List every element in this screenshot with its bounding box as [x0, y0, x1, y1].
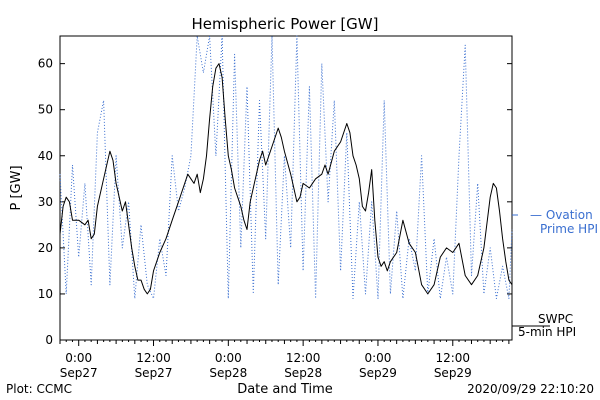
legend-swpc-line2: 5-min HPI	[518, 325, 576, 339]
series-layer	[59, 35, 513, 299]
plot-frame	[59, 35, 513, 341]
plot-source: Plot: CCMC	[6, 382, 72, 396]
legend-ovation-line2: Prime HPI	[540, 222, 598, 236]
y-tick-label: 50	[38, 103, 53, 117]
y-tick-label: 20	[38, 241, 53, 255]
x-axis-label: Date and Time	[237, 382, 333, 397]
y-axis-label: P [GW]	[9, 165, 24, 210]
x-tick-label-time: 12:00	[286, 351, 321, 365]
legend-ovation-line1: — Ovation	[530, 208, 593, 222]
y-axis: 0 10 20 30 40 50 60	[38, 57, 512, 347]
x-tick-label-date: Sep29	[434, 366, 472, 380]
x-tick-label-date: Sep29	[359, 366, 397, 380]
x-tick-label-date: Sep28	[209, 366, 247, 380]
x-axis: 0:00Sep2712:00Sep270:00Sep2812:00Sep280:…	[59, 340, 510, 380]
legend-swpc-line1: SWPC	[538, 312, 573, 326]
x-tick-label-time: 0:00	[215, 351, 242, 365]
y-tick-label: 10	[38, 287, 53, 301]
y-tick-label: 30	[38, 195, 53, 209]
x-tick-label-time: 12:00	[435, 351, 470, 365]
x-tick-label-time: 0:00	[65, 351, 92, 365]
series-swpc-line	[59, 63, 513, 295]
y-tick-label: 40	[38, 149, 53, 163]
x-tick-label-date: Sep27	[60, 366, 98, 380]
y-tick-label: 0	[45, 333, 53, 347]
y-tick-label: 60	[38, 57, 53, 71]
x-tick-label-date: Sep27	[135, 366, 173, 380]
legend: — Ovation Prime HPI SWPC 5-min HPI	[512, 208, 598, 339]
chart-title: Hemispheric Power [GW]	[192, 15, 379, 33]
x-tick-label-time: 0:00	[364, 351, 391, 365]
series-ovation-line	[59, 35, 513, 299]
x-tick-label-time: 12:00	[136, 351, 171, 365]
plot-timestamp: 2020/09/29 22:10:20	[467, 382, 594, 396]
x-tick-label-date: Sep28	[284, 366, 322, 380]
